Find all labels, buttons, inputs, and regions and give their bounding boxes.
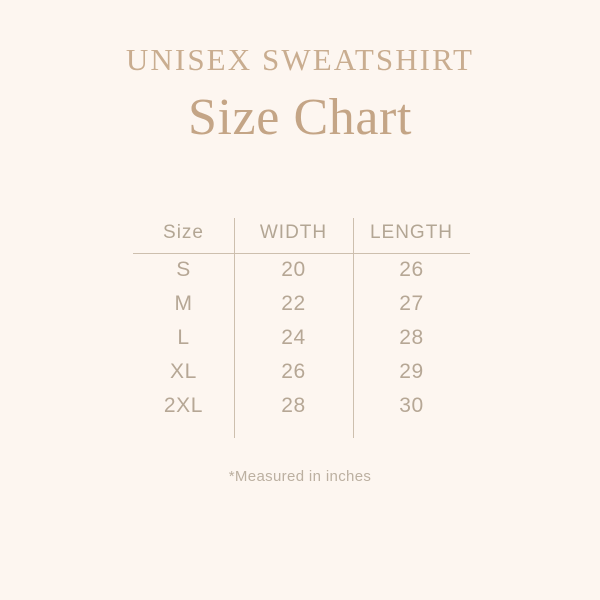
cell-length: 29 xyxy=(399,360,424,383)
title-block: UNISEX SWEATSHIRT Size Chart xyxy=(0,42,600,150)
cell-length: 27 xyxy=(399,292,424,315)
measurement-note: *Measured in inches xyxy=(228,468,372,485)
cell-size: S xyxy=(176,258,191,281)
table-body: S 20 26 M 22 27 L 24 28 XL 26 29 xyxy=(133,253,470,423)
column-divider-line-1 xyxy=(234,218,235,438)
column-header-size: Size xyxy=(163,221,204,243)
table-header-row: Size WIDTH LENGTH xyxy=(133,212,470,253)
size-table-container: Size WIDTH LENGTH S 20 26 M 22 27 L xyxy=(133,212,470,444)
cell-width: 26 xyxy=(281,360,306,383)
column-header-length: LENGTH xyxy=(369,221,454,243)
cell-length: 28 xyxy=(399,326,424,349)
table-header: Size WIDTH LENGTH xyxy=(133,212,470,253)
cell-width: 22 xyxy=(281,292,306,315)
cell-width: 20 xyxy=(281,258,306,281)
size-table: Size WIDTH LENGTH S 20 26 M 22 27 L xyxy=(133,212,470,423)
header-divider-line xyxy=(133,253,470,254)
cell-size: XL xyxy=(170,360,197,383)
column-header-width: WIDTH xyxy=(259,221,328,243)
page-title: Size Chart xyxy=(187,88,413,146)
cell-length: 26 xyxy=(399,258,424,281)
cell-length: 30 xyxy=(399,394,424,417)
cell-size: 2XL xyxy=(163,394,204,417)
table-row: M 22 27 xyxy=(133,287,470,321)
cell-size: L xyxy=(177,326,190,349)
column-divider-line-2 xyxy=(353,218,354,438)
table-row: S 20 26 xyxy=(133,253,470,287)
table-row: L 24 28 xyxy=(133,321,470,355)
table-row: 2XL 28 30 xyxy=(133,389,470,423)
table-row: XL 26 29 xyxy=(133,355,470,389)
cell-width: 24 xyxy=(281,326,306,349)
product-title: UNISEX SWEATSHIRT xyxy=(125,42,475,77)
cell-width: 28 xyxy=(281,394,306,417)
cell-size: M xyxy=(174,292,193,315)
